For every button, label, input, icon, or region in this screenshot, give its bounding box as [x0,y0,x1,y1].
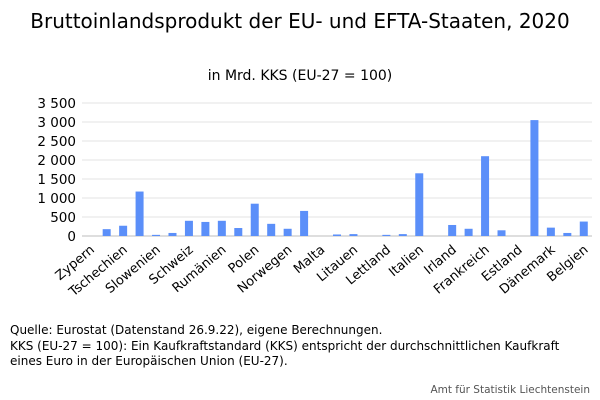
bar [448,224,457,236]
bar [546,227,555,236]
bar [300,210,309,236]
bar [579,221,588,236]
y-tick-label: 0 [67,229,76,245]
bar [217,220,226,236]
bar [201,221,210,236]
chart-subtitle: in Mrd. KKS (EU-27 = 100) [207,68,393,84]
y-tick-label: 2 000 [37,153,76,169]
x-tick-label: Italien [386,243,427,280]
bar [349,234,358,236]
bar [283,228,292,236]
bar [382,234,391,236]
footnote-source: Quelle: Eurostat (Datenstand 26.9.22), e… [10,323,383,337]
bar [152,234,161,236]
chart-title: Bruttoinlandsprodukt der EU- und EFTA-St… [30,9,570,33]
bar [135,191,144,236]
bar [398,234,407,236]
bar [119,225,128,236]
y-tick-label: 2 500 [37,134,76,150]
bar [563,232,572,236]
bar [497,230,506,236]
footnote-definition: KKS (EU-27 = 100): Ein Kaufkraftstandard… [10,338,560,369]
bar [250,203,259,236]
bar [481,156,490,236]
bar [333,234,341,236]
source-credit: Amt für Statistik Liechtenstein [430,384,590,396]
y-tick-label: 1 000 [37,191,76,207]
y-tick-label: 3 500 [37,96,76,112]
bar [267,223,276,236]
footnote: Quelle: Eurostat (Datenstand 26.9.22), e… [10,323,595,370]
y-tick-label: 500 [50,210,76,226]
y-tick-label: 1 500 [37,172,76,188]
bar [530,120,539,236]
bar [464,228,473,236]
bar [415,173,424,236]
y-tick-label: 3 000 [37,115,76,131]
bar [184,220,193,236]
bar [168,232,177,236]
bar [234,228,243,236]
bar [102,229,111,236]
